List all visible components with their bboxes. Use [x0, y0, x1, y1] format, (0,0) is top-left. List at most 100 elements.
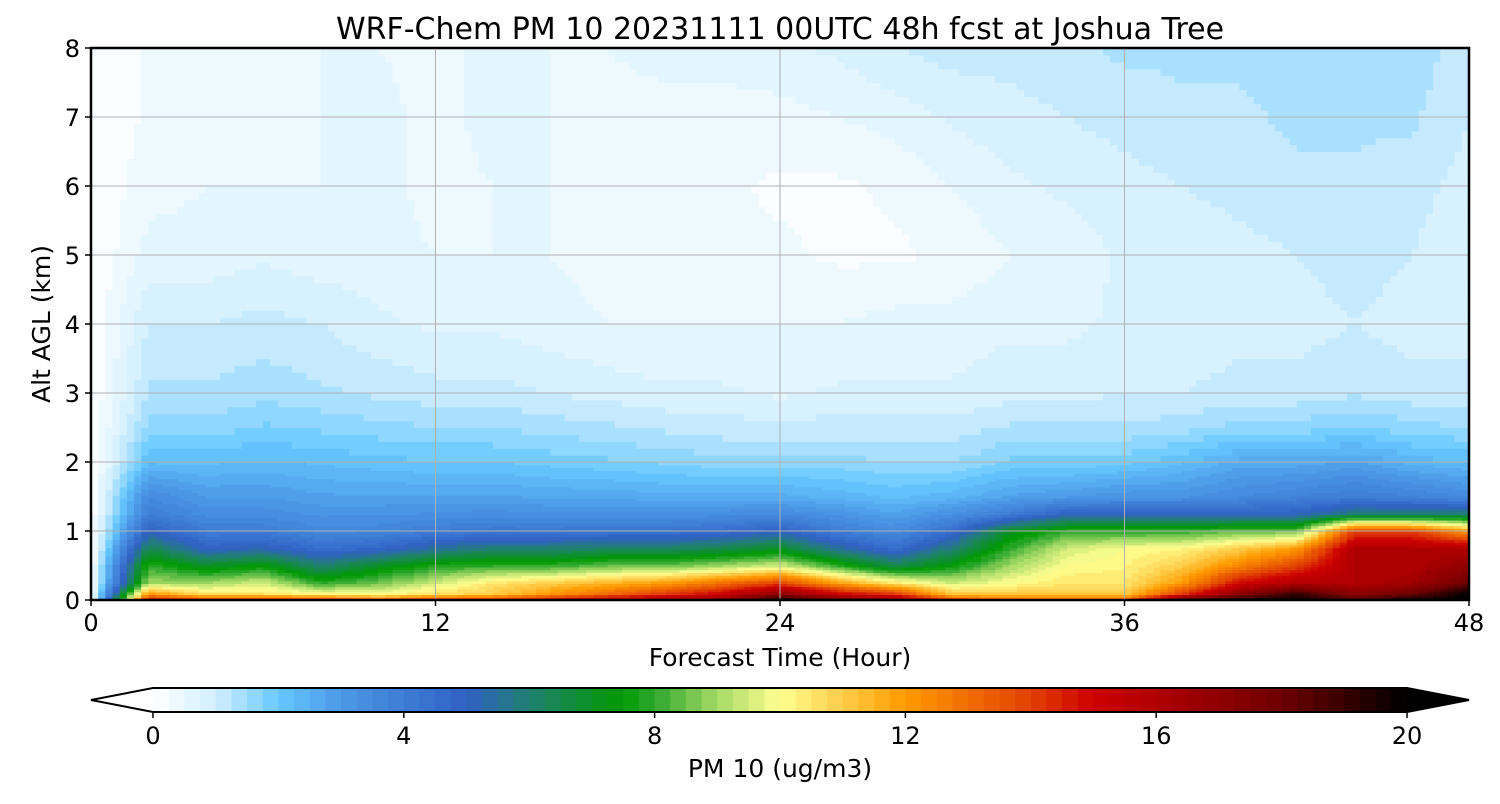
contour-cell [126, 566, 135, 571]
contour-cell [988, 531, 996, 535]
contour-cell [657, 462, 996, 466]
contour-cell [1239, 572, 1255, 576]
contour-cell [105, 586, 114, 590]
contour-cell [1038, 547, 1047, 551]
contour-cell [1433, 583, 1449, 587]
contour-cell [342, 572, 365, 576]
contour-cell [837, 586, 846, 590]
contour-cell [91, 344, 106, 353]
contour-cell [1354, 566, 1420, 571]
contour-cell [1382, 591, 1398, 596]
contour-cell [1232, 564, 1240, 568]
contour-cell [98, 531, 106, 535]
contour-cell [1131, 580, 1147, 585]
contour-cell [1067, 525, 1219, 529]
contour-cell [1210, 464, 1298, 469]
contour-cell [1325, 558, 1334, 562]
contour-cell [141, 117, 322, 125]
contour-cell [1461, 467, 1470, 471]
contour-cell [1447, 561, 1463, 565]
contour-cell [148, 324, 329, 332]
contour-cell [1081, 330, 1341, 339]
contour-cell [449, 528, 673, 532]
contour-cell [91, 296, 106, 304]
contour-cell [657, 481, 867, 485]
contour-cell [1117, 144, 1298, 153]
contour-cell [148, 542, 164, 546]
contour-cell [1160, 577, 1169, 582]
contour-cell [959, 550, 968, 554]
contour-cell [91, 522, 99, 527]
contour-cell [593, 594, 609, 598]
contour-cell [765, 561, 788, 565]
contour-cell [830, 569, 839, 573]
contour-cell [134, 473, 142, 477]
contour-cell [923, 525, 939, 529]
contour-cell [930, 594, 939, 598]
contour-cell [1153, 566, 1176, 571]
contour-cell [1059, 575, 1133, 579]
contour-cell [980, 547, 989, 551]
contour-cell [126, 158, 322, 166]
contour-cell [830, 539, 846, 543]
contour-cell [1339, 542, 1348, 546]
contour-cell [1311, 555, 1319, 560]
contour-cell [1024, 522, 1039, 527]
contour-cell [378, 303, 594, 311]
contour-cell [1246, 89, 1427, 97]
contour-cell [91, 569, 99, 573]
contour-cell [808, 550, 817, 554]
contour-cell [823, 558, 839, 562]
contour-cell [887, 564, 910, 568]
contour-cell [521, 427, 666, 435]
contour-cell [141, 399, 257, 408]
contour-cell [413, 206, 494, 215]
contour-cell [1318, 577, 1355, 582]
contour-cell [751, 522, 795, 527]
contour-cell [614, 365, 968, 373]
contour-cell [1224, 470, 1319, 474]
contour-cell [91, 365, 106, 373]
contour-cell [801, 561, 817, 565]
contour-cell [148, 575, 171, 579]
colorbar-level [905, 688, 922, 712]
contour-cell [306, 317, 401, 325]
contour-cell [335, 558, 358, 562]
contour-cell [1246, 484, 1319, 488]
contour-cell [823, 544, 831, 549]
contour-cell [1024, 525, 1039, 529]
contour-cell [421, 220, 494, 228]
contour-cell [1303, 351, 1406, 360]
contour-cell [413, 569, 429, 573]
contour-cell [801, 555, 810, 560]
contour-cell [1224, 569, 1233, 573]
contour-cell [162, 525, 185, 529]
contour-cell [801, 528, 817, 532]
contour-cell [148, 282, 343, 291]
contour-cell [1339, 467, 1362, 471]
contour-cell [435, 372, 645, 380]
contour-cell [916, 500, 961, 504]
contour-cell [141, 503, 178, 507]
contour-cell [91, 317, 106, 325]
contour-cell [744, 555, 774, 560]
contour-cell [772, 580, 781, 585]
contour-cell [349, 561, 372, 565]
contour-cell [1131, 462, 1183, 466]
contour-cell [966, 555, 975, 560]
contour-cell [837, 558, 846, 562]
contour-cell [1440, 580, 1456, 585]
contour-cell [320, 179, 408, 187]
contour-cell [169, 492, 200, 496]
contour-cell [607, 591, 623, 596]
contour-cell [1418, 110, 1470, 118]
contour-cell [1246, 583, 1255, 587]
contour-cell [1461, 144, 1470, 153]
contour-cell [342, 337, 523, 346]
contour-cell [1146, 467, 1197, 471]
contour-cell [313, 575, 343, 579]
contour-cell [1031, 572, 1047, 576]
contour-cell [1354, 564, 1427, 568]
contour-cell [980, 519, 989, 524]
contour-cell [708, 572, 731, 576]
